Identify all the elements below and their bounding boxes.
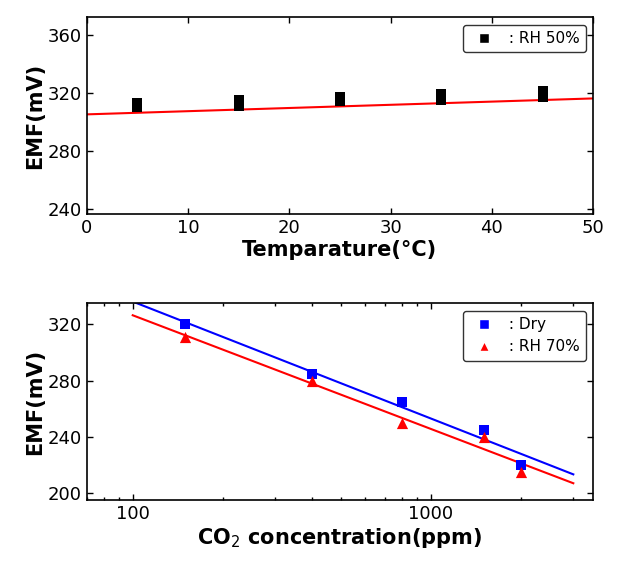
Point xyxy=(436,90,446,99)
Point xyxy=(307,369,317,378)
Legend:  : Dry,  : RH 70%: : Dry, : RH 70% xyxy=(462,310,586,361)
Point xyxy=(516,461,526,470)
Legend:  : RH 50%: : RH 50% xyxy=(462,25,586,52)
Point xyxy=(132,98,142,108)
X-axis label: Temparature(°C): Temparature(°C) xyxy=(242,240,438,260)
X-axis label: CO$_2$ concentration(ppm): CO$_2$ concentration(ppm) xyxy=(197,526,483,550)
Point xyxy=(234,101,243,110)
Point xyxy=(436,95,446,105)
Y-axis label: EMF(mV): EMF(mV) xyxy=(25,63,44,169)
Point xyxy=(132,102,142,112)
Point xyxy=(397,397,407,407)
Point xyxy=(335,93,345,102)
Point xyxy=(335,97,345,106)
Point xyxy=(538,87,548,96)
Point xyxy=(397,418,407,427)
Point xyxy=(307,376,317,385)
Point xyxy=(478,426,488,435)
Point xyxy=(478,432,488,442)
Point xyxy=(516,467,526,477)
Point xyxy=(538,93,548,102)
Point xyxy=(234,95,243,105)
Point xyxy=(180,320,190,329)
Y-axis label: EMF(mV): EMF(mV) xyxy=(25,348,44,455)
Point xyxy=(180,332,190,342)
